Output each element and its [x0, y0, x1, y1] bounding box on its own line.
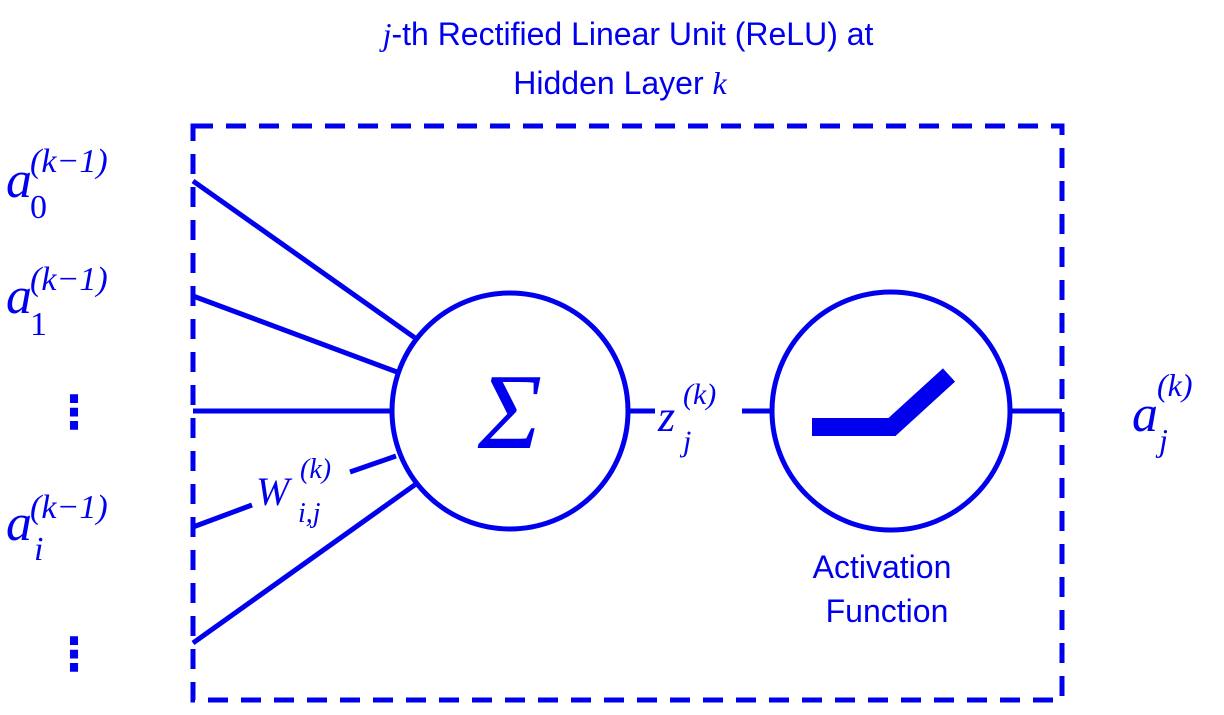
input-connections [191, 178, 420, 646]
svg-text:z: z [657, 392, 675, 441]
svg-text:0: 0 [30, 189, 47, 226]
relu-curve-icon [812, 368, 956, 436]
output-label: a j (k) [1132, 367, 1193, 458]
connection-ai-seg1 [192, 502, 253, 530]
connection-a0 [191, 178, 420, 343]
input-label-a1: a 1 (k−1) [6, 261, 108, 343]
activation-label-line2: Function [826, 593, 949, 629]
summation-symbol: Σ [477, 353, 542, 472]
input-ellipsis-bottom: ⋮ [51, 628, 97, 680]
svg-text:a: a [1132, 386, 1158, 443]
preactivation-label: z j (k) [657, 378, 716, 458]
svg-text:(k): (k) [1157, 367, 1193, 403]
svg-text:i,j: i,j [298, 498, 321, 529]
diagram-title-line1: j-th Rectified Linear Unit (ReLU) at [379, 16, 874, 52]
connection-bottom [191, 481, 418, 646]
svg-text:a: a [6, 152, 32, 209]
activation-label-line1: Activation [813, 549, 952, 585]
svg-text:j: j [679, 425, 691, 458]
input-ellipsis-top: ⋮ [51, 386, 97, 438]
connection-a1 [192, 293, 398, 375]
svg-text:a: a [6, 495, 32, 552]
input-label-ai: a i (k−1) [6, 489, 108, 568]
svg-text:(k−1): (k−1) [30, 143, 108, 180]
svg-text:j: j [1155, 422, 1168, 458]
weight-label: W i,j (k) [256, 454, 331, 529]
svg-text:a: a [6, 268, 32, 325]
svg-text:(k−1): (k−1) [30, 489, 108, 526]
activation-node [769, 289, 1013, 533]
input-label-a0: a 0 (k−1) [6, 143, 108, 226]
svg-text:(k): (k) [300, 454, 331, 485]
svg-text:1: 1 [30, 306, 47, 343]
svg-text:i: i [34, 531, 43, 568]
svg-text:(k−1): (k−1) [30, 261, 108, 298]
connection-ai-seg2 [349, 453, 397, 475]
diagram-title-line2: Hidden Layer k [513, 65, 727, 101]
svg-text:W: W [256, 469, 293, 514]
svg-text:(k): (k) [683, 378, 716, 411]
